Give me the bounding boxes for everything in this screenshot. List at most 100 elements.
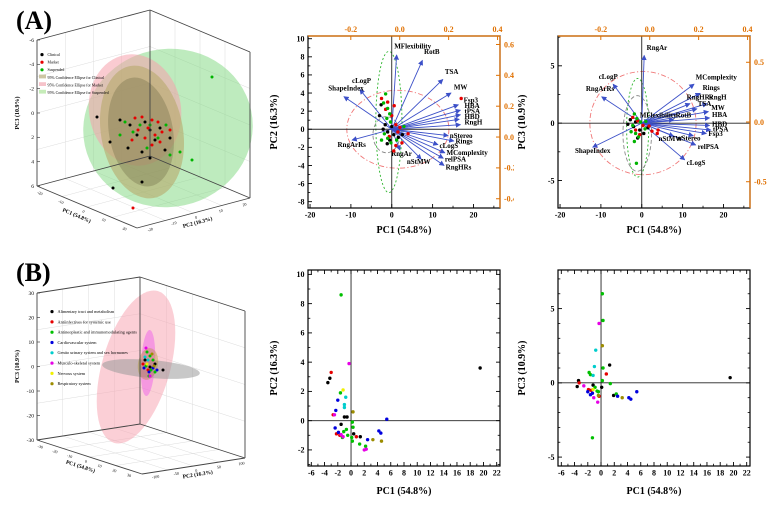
svg-text:Alimentary tract and metabolis: Alimentary tract and metabolism xyxy=(58,309,115,314)
svg-text:95% Confidence Ellipse for Sus: 95% Confidence Ellipse for Suspended xyxy=(48,91,109,95)
svg-text:-0.2: -0.2 xyxy=(504,164,514,173)
svg-text:0: 0 xyxy=(31,111,34,117)
svg-text:6: 6 xyxy=(31,184,34,190)
svg-text:HBD: HBD xyxy=(712,121,727,129)
svg-text:cLogS: cLogS xyxy=(440,142,459,150)
svg-text:relPSA: relPSA xyxy=(698,143,719,151)
svg-text:0.0: 0.0 xyxy=(754,118,764,127)
svg-text:8: 8 xyxy=(402,469,406,478)
svg-text:-100: -100 xyxy=(152,474,160,480)
svg-text:-20: -20 xyxy=(52,448,59,454)
panel-a-biplot-pc1-pc3: RngAr cLogP RngArRs MComplexity Rings RngHRs R… xyxy=(512,4,768,263)
svg-text:0.4: 0.4 xyxy=(743,25,753,34)
svg-text:PC2 (16.3%): PC2 (16.3%) xyxy=(182,469,213,481)
svg-text:-10: -10 xyxy=(66,453,73,459)
svg-text:PC3 (10.9%): PC3 (10.9%) xyxy=(517,341,528,396)
svg-text:22: 22 xyxy=(743,469,751,478)
svg-text:-2: -2 xyxy=(29,86,34,92)
svg-text:30: 30 xyxy=(29,291,35,297)
svg-text:-10: -10 xyxy=(596,211,607,220)
svg-text:ShapeIndex: ShapeIndex xyxy=(328,84,364,92)
svg-text:14: 14 xyxy=(440,469,448,478)
svg-text:0: 0 xyxy=(82,209,86,214)
panel-a-label: (A) xyxy=(16,6,53,35)
svg-text:PC1 (54.8%): PC1 (54.8%) xyxy=(627,486,682,497)
svg-text:0: 0 xyxy=(195,468,198,473)
svg-text:-2: -2 xyxy=(298,143,305,152)
svg-text:10: 10 xyxy=(663,469,671,478)
svg-text:20: 20 xyxy=(469,211,477,220)
svg-text:MFlexibility: MFlexibility xyxy=(394,43,431,51)
svg-text:0.0: 0.0 xyxy=(645,25,655,34)
svg-text:-0.2: -0.2 xyxy=(594,25,607,34)
panel-b-scores-pc1-pc3: -6 -4 -2 0 2 4 6 8 10 12 14 16 18 20 22 -5 0 5 PC1 (54.8%)… xyxy=(512,258,768,511)
svg-text:0.0: 0.0 xyxy=(504,133,514,142)
svg-text:0: 0 xyxy=(551,119,555,128)
svg-text:-6: -6 xyxy=(558,469,565,478)
svg-text:2: 2 xyxy=(362,469,366,478)
svg-text:Cardiovascular system: Cardiovascular system xyxy=(58,340,98,345)
panel-b-3d-scatter: 30 20 10 0 -10 -20 -30 -30 -20 -10 0 10 20 30 -100 -50 0… xyxy=(0,255,268,511)
svg-text:8: 8 xyxy=(652,469,656,478)
svg-text:0.4: 0.4 xyxy=(504,71,514,80)
svg-text:0.5: 0.5 xyxy=(754,58,764,67)
svg-text:MW: MW xyxy=(711,104,725,112)
svg-text:-20: -20 xyxy=(37,190,44,197)
svg-text:0.0: 0.0 xyxy=(395,25,405,34)
svg-text:-5: -5 xyxy=(548,176,555,185)
svg-text:100: 100 xyxy=(238,460,245,466)
svg-text:-2: -2 xyxy=(334,469,341,478)
svg-text:20: 20 xyxy=(112,467,117,473)
svg-text:-10: -10 xyxy=(171,220,177,226)
svg-text:0: 0 xyxy=(599,469,603,478)
svg-text:95% Confidence Ellipse for Cli: 95% Confidence Ellipse for Clinical xyxy=(48,76,105,80)
svg-text:RngH: RngH xyxy=(709,94,727,102)
svg-text:RngAr: RngAr xyxy=(391,150,412,158)
svg-text:-2: -2 xyxy=(298,446,305,455)
svg-text:Fsp3: Fsp3 xyxy=(464,97,479,105)
svg-text:0: 0 xyxy=(551,379,555,388)
svg-text:18: 18 xyxy=(466,469,474,478)
svg-text:5: 5 xyxy=(551,62,555,71)
svg-text:4: 4 xyxy=(31,159,34,165)
svg-text:20: 20 xyxy=(729,469,737,478)
svg-text:8: 8 xyxy=(301,299,305,308)
svg-text:MW: MW xyxy=(454,83,468,91)
svg-text:10: 10 xyxy=(218,208,223,214)
svg-text:PC2 (16.3%): PC2 (16.3%) xyxy=(269,95,280,150)
svg-text:PC2 (16.3%): PC2 (16.3%) xyxy=(269,341,280,396)
svg-text:0: 0 xyxy=(84,459,87,464)
svg-text:10: 10 xyxy=(679,211,687,220)
svg-text:-4: -4 xyxy=(298,161,305,170)
svg-text:10: 10 xyxy=(101,217,107,223)
svg-text:tPSA: tPSA xyxy=(464,107,480,115)
svg-text:RngAr: RngAr xyxy=(647,44,668,52)
svg-text:PC1 (54.8%): PC1 (54.8%) xyxy=(377,486,432,497)
svg-text:RotB: RotB xyxy=(676,111,692,119)
svg-text:0.2: 0.2 xyxy=(444,25,454,34)
svg-text:relPSA: relPSA xyxy=(445,155,466,163)
svg-text:-2: -2 xyxy=(584,469,591,478)
svg-text:Genito urinary system and sex: Genito urinary system and sex hormones xyxy=(58,350,129,355)
svg-text:-4: -4 xyxy=(321,469,328,478)
svg-text:20: 20 xyxy=(29,315,35,321)
svg-text:95% Confidence Ellipse for Mar: 95% Confidence Ellipse for Market xyxy=(48,83,104,87)
svg-text:-0.5: -0.5 xyxy=(754,178,767,187)
svg-text:0: 0 xyxy=(349,469,353,478)
svg-text:MComplexity: MComplexity xyxy=(696,74,738,82)
svg-text:-20: -20 xyxy=(27,413,35,419)
svg-text:-20: -20 xyxy=(147,226,153,232)
panel-b-label: (B) xyxy=(16,258,51,287)
svg-text:30: 30 xyxy=(126,472,131,478)
svg-text:PC3 (10.9%): PC3 (10.9%) xyxy=(517,95,528,150)
svg-text:-6: -6 xyxy=(29,38,34,44)
svg-text:-30: -30 xyxy=(27,438,35,444)
svg-text:20: 20 xyxy=(479,469,487,478)
svg-text:50: 50 xyxy=(217,464,222,470)
svg-text:Musculo-skeletal system: Musculo-skeletal system xyxy=(58,361,101,366)
svg-text:0.6: 0.6 xyxy=(504,40,514,49)
svg-text:12: 12 xyxy=(426,469,434,478)
svg-text:Nervous system: Nervous system xyxy=(58,371,86,376)
svg-text:4: 4 xyxy=(626,469,630,478)
svg-text:-0.2: -0.2 xyxy=(344,25,357,34)
